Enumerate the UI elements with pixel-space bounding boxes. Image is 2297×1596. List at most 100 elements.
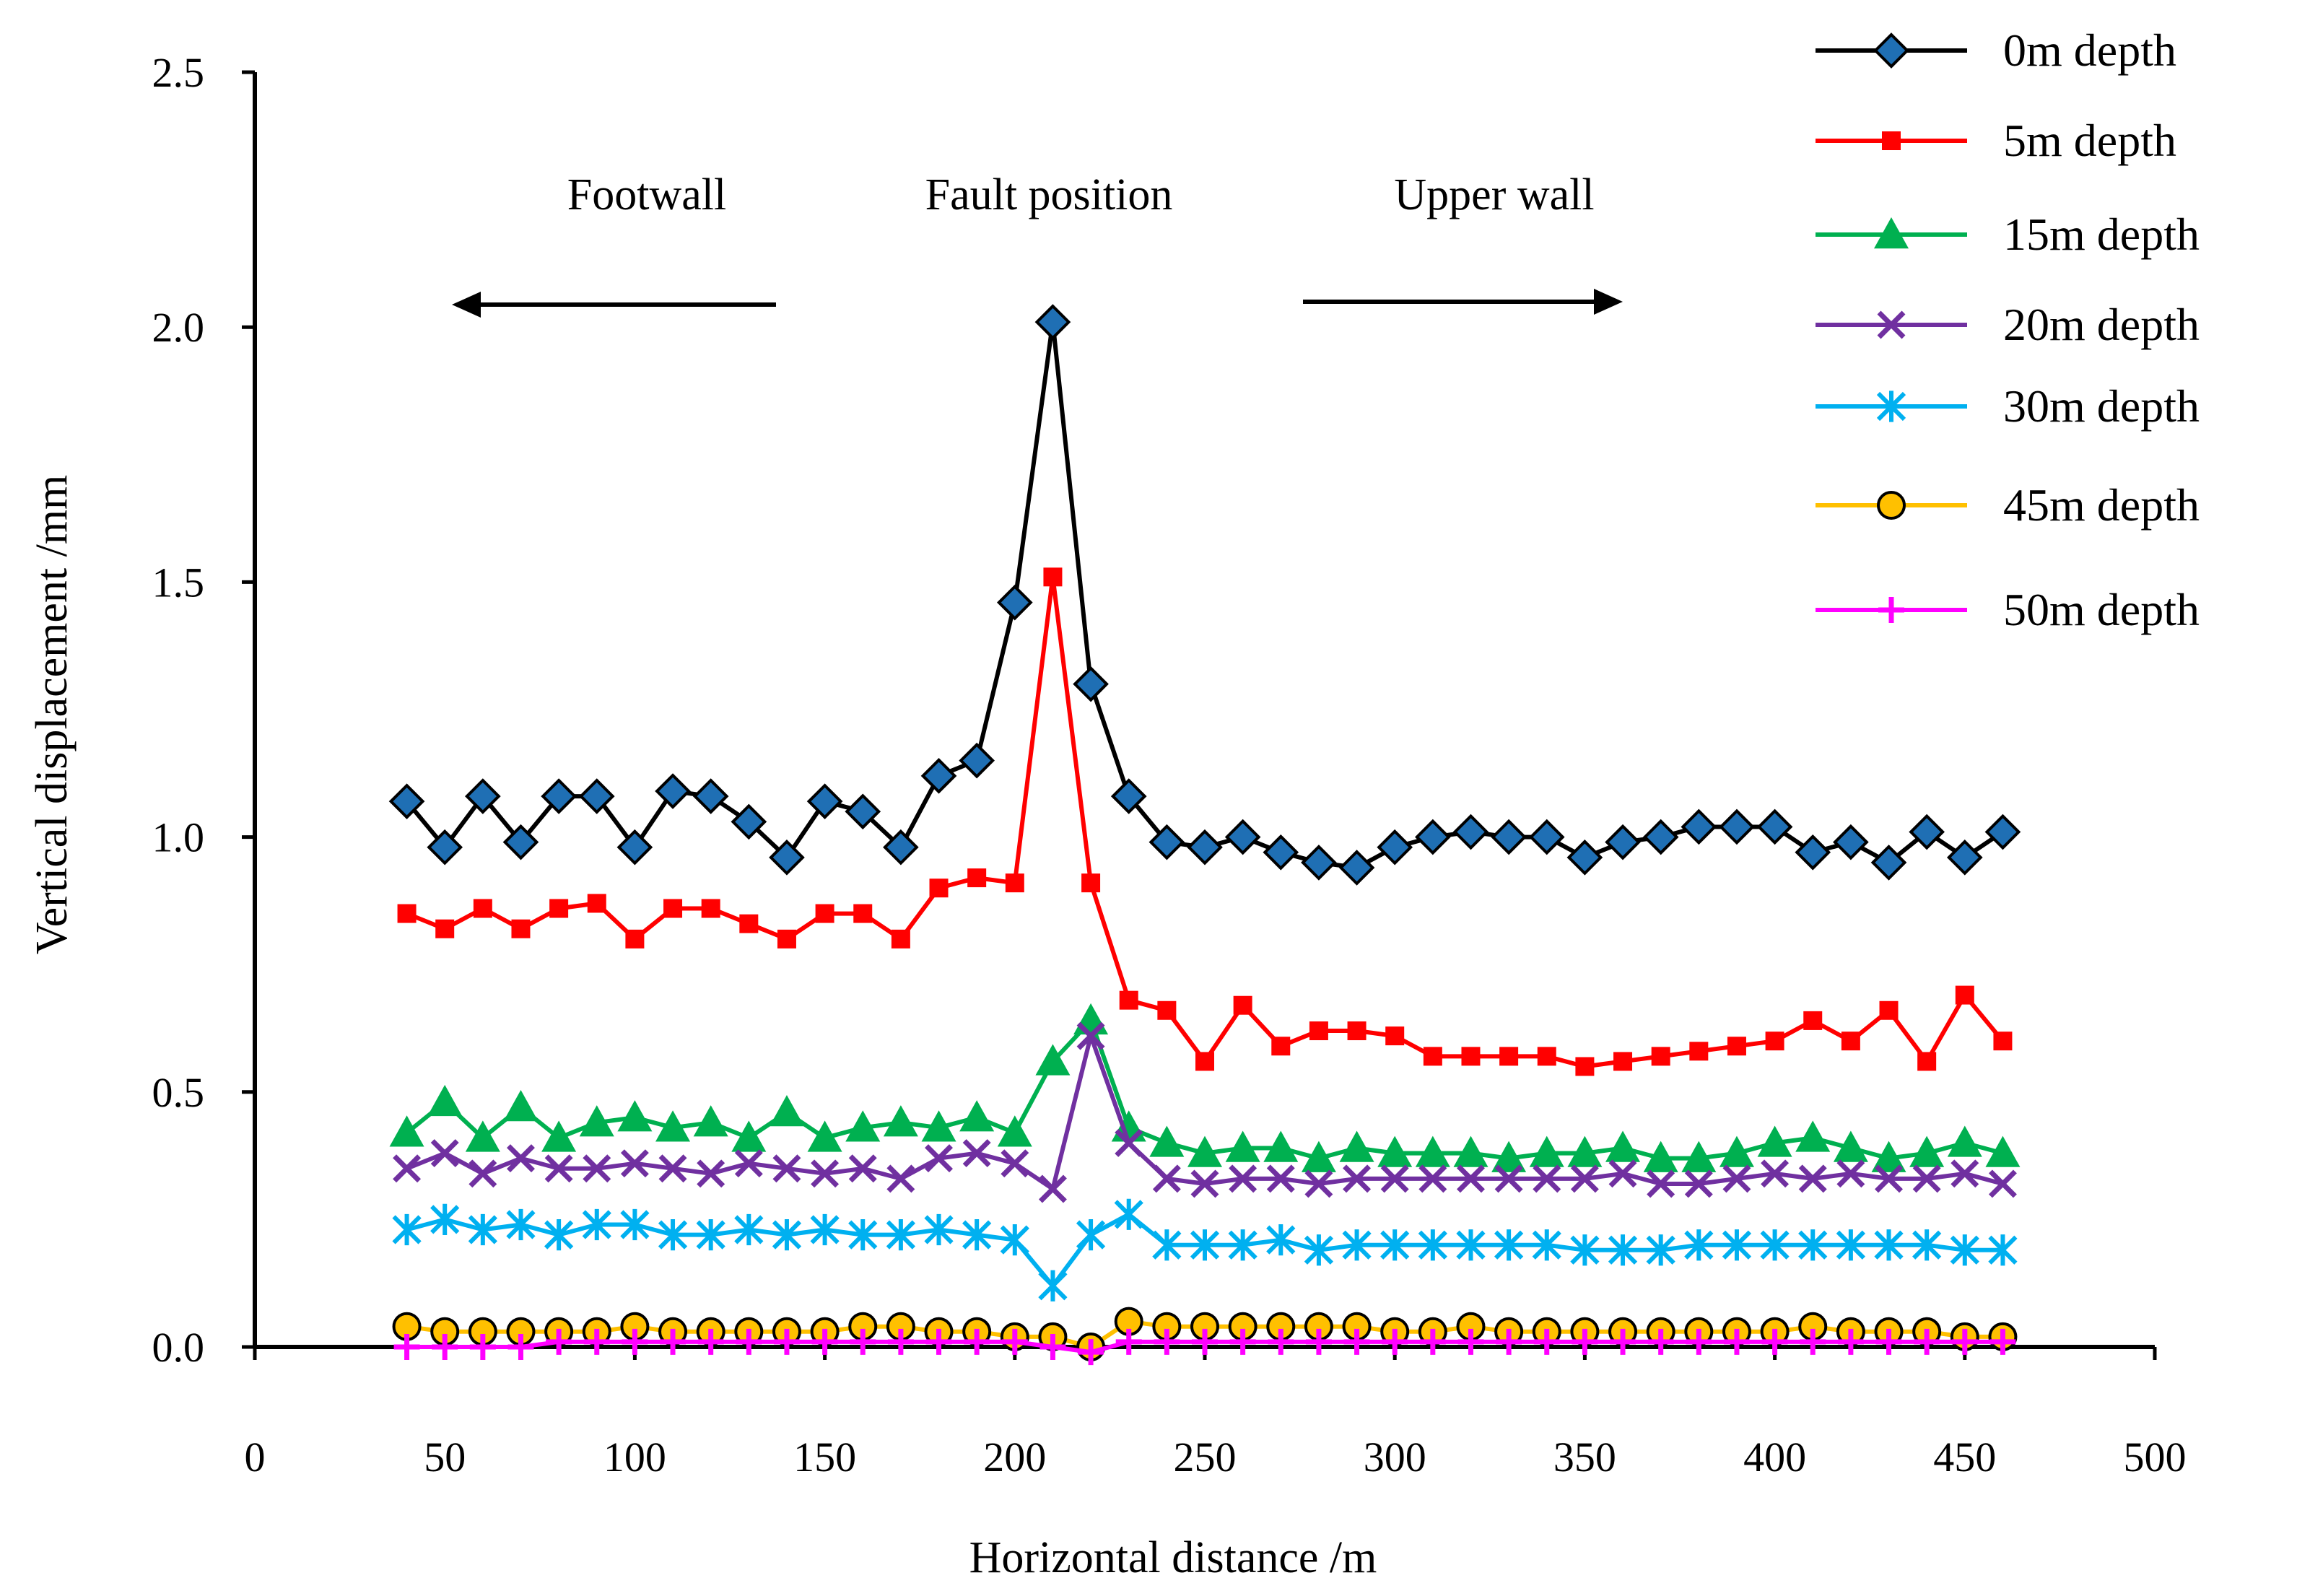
data-point [1001, 1149, 1029, 1178]
data-point [622, 1328, 648, 1355]
data-point [1647, 1169, 1675, 1198]
data-point [1647, 1328, 1674, 1355]
data-point [811, 1328, 838, 1355]
data-point [663, 899, 683, 918]
data-point [962, 1218, 992, 1251]
data-point [701, 899, 720, 918]
data-point [848, 1218, 878, 1251]
data-point [393, 1154, 422, 1183]
data-point [1719, 1135, 1754, 1167]
legend-label: 30m depth [2003, 380, 2200, 432]
data-point [546, 1328, 572, 1355]
data-point [1114, 1198, 1143, 1230]
data-point [506, 1208, 536, 1241]
data-point [1765, 1032, 1784, 1051]
data-point [1415, 1135, 1450, 1167]
data-point [1338, 850, 1375, 886]
data-point [1951, 1328, 1978, 1355]
data-point [468, 1213, 497, 1246]
data-point [503, 1089, 539, 1122]
x-tick-label: 0 [245, 1434, 266, 1481]
data-point [1073, 666, 1109, 702]
x-tick-label: 400 [1743, 1434, 1806, 1481]
data-point [962, 1139, 991, 1168]
data-point [1681, 1141, 1717, 1172]
data-point [1152, 1164, 1181, 1193]
data-point [1343, 1328, 1370, 1355]
data-point [1339, 1130, 1374, 1162]
series-5m-depth [397, 567, 2013, 1076]
data-point [1419, 1328, 1446, 1355]
data-point [1917, 1052, 1937, 1071]
data-point [392, 1213, 422, 1246]
data-point [1909, 1135, 1945, 1167]
legend-item: 45m depth [1816, 479, 2200, 531]
data-point [1190, 1169, 1219, 1198]
data-point [1608, 1234, 1638, 1266]
data-point [959, 742, 995, 779]
data-point [1148, 824, 1185, 860]
data-point [465, 1120, 500, 1152]
data-point [1836, 1159, 1865, 1188]
legend: 0m depth 5m depth 15m depth 20m depth 30m de… [1816, 25, 2200, 635]
data-point [1377, 1135, 1413, 1167]
data-point [1610, 1328, 1636, 1355]
data-point [1496, 1328, 1522, 1355]
data-point [1567, 1135, 1603, 1167]
data-point [887, 1328, 914, 1355]
data-point [1909, 814, 1945, 850]
data-point [1795, 1120, 1831, 1152]
data-point [1723, 1328, 1750, 1355]
data-point [1651, 1047, 1670, 1066]
series-20m-depth [393, 1021, 2017, 1203]
data-point [1457, 1328, 1484, 1355]
legend-marker [1874, 217, 1909, 249]
data-point [1533, 1164, 1561, 1193]
data-point [1000, 1224, 1029, 1256]
data-point [1532, 1229, 1561, 1261]
data-point [1686, 1328, 1712, 1355]
data-point [1947, 1125, 1982, 1157]
data-point [848, 1154, 877, 1183]
data-point [1309, 1021, 1328, 1041]
data-point [1043, 567, 1063, 587]
data-point [1385, 1026, 1405, 1046]
data-point [692, 778, 729, 814]
footwall-arrow-icon [452, 292, 776, 318]
data-point [541, 778, 577, 814]
data-point [739, 914, 759, 933]
data-point [427, 1084, 463, 1117]
data-point [549, 899, 569, 918]
data-point [773, 1328, 800, 1355]
data-point [1263, 834, 1299, 871]
data-point [1115, 1328, 1142, 1355]
data-point [883, 1105, 918, 1137]
x-tick-label: 50 [424, 1434, 466, 1481]
data-point [731, 1120, 767, 1152]
data-point [1566, 840, 1603, 876]
data-point [967, 868, 987, 888]
data-point [1076, 1218, 1106, 1251]
data-point [883, 829, 919, 865]
data-point [502, 824, 539, 860]
data-point [468, 1159, 497, 1188]
data-point [1613, 1052, 1633, 1071]
data-point [1989, 1328, 2016, 1355]
data-point [544, 1218, 574, 1251]
data-point [1342, 1229, 1372, 1261]
data-point [1605, 1130, 1641, 1162]
legend-marker [1878, 597, 1904, 623]
data-point [964, 1328, 990, 1355]
data-point [769, 840, 805, 876]
data-point [1154, 1328, 1180, 1355]
x-tick-label: 350 [1553, 1434, 1616, 1481]
data-point [1263, 1130, 1299, 1162]
data-point [1722, 1229, 1752, 1261]
data-point [1305, 1328, 1332, 1355]
data-point [617, 1100, 653, 1132]
data-point [996, 584, 1033, 621]
data-point [1035, 1044, 1071, 1076]
series-line [405, 320, 2005, 870]
data-point [1570, 1164, 1599, 1193]
data-point [1457, 1164, 1485, 1193]
